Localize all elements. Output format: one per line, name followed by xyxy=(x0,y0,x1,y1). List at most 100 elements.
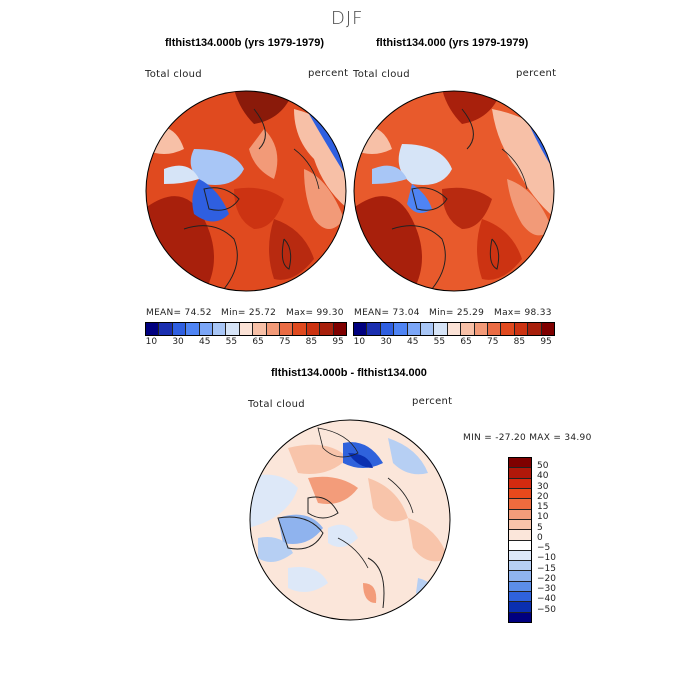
colorbar-tick-label: 30 xyxy=(537,481,549,492)
colorbar-swatch xyxy=(461,323,475,335)
colorbar-tick-label: −10 xyxy=(537,553,556,564)
colorbar-tick-label: −20 xyxy=(537,573,556,584)
colorbar-swatch xyxy=(509,581,531,593)
panel-title-right: flthist134.000 (yrs 1979-1979) xyxy=(376,37,529,49)
colorbar-tick-label: 55 xyxy=(433,337,446,347)
colorbar-swatch xyxy=(434,323,448,335)
colorbar-tick-label: 30 xyxy=(172,337,184,347)
mean-value-right: MEAN= 73.04 xyxy=(354,308,420,318)
colorbar-ticks-difference: 50 40 30 20 15 10 5 0 −5 −10 −15 −20 −30 −40 −50 xyxy=(537,457,577,621)
colorbar-swatch xyxy=(333,323,347,335)
colorbar-tick-label: 75 xyxy=(279,337,291,347)
polar-map-left xyxy=(145,90,347,292)
colorbar-swatch xyxy=(509,478,531,489)
colorbar-swatch xyxy=(509,561,531,572)
colorbar-tick-label: 10 xyxy=(537,512,549,523)
colorbar-swatch xyxy=(172,323,187,335)
colorbar-swatch xyxy=(509,468,531,479)
colorbar-swatch xyxy=(380,323,395,335)
colorbar-swatch xyxy=(509,612,531,622)
difference-title: flthist134.000b - flthist134.000 xyxy=(271,367,427,379)
colorbar-swatch xyxy=(367,323,381,335)
colorbar-tick-label: −15 xyxy=(537,563,556,574)
colorbar-tick-label: 45 xyxy=(407,337,419,347)
colorbar-swatch xyxy=(509,488,531,500)
units-label-left: percent xyxy=(308,68,349,79)
colorbar-swatch xyxy=(306,323,321,335)
colorbar-swatch xyxy=(253,323,267,335)
colorbar-swatch xyxy=(509,530,531,541)
polar-map-right xyxy=(353,90,555,292)
colorbar-tick-label: 85 xyxy=(305,337,318,347)
colorbar-swatch xyxy=(514,323,529,335)
colorbar-swatch xyxy=(447,323,462,335)
colorbar-swatch xyxy=(320,323,334,335)
variable-label-diff: Total cloud xyxy=(248,399,305,410)
panel-title-left: flthist134.000b (yrs 1979-1979) xyxy=(165,37,324,49)
colorbar-tick-label: 95 xyxy=(540,337,552,347)
colorbar-tick-label: 15 xyxy=(537,502,549,513)
colorbar-tick-label: 75 xyxy=(487,337,499,347)
colorbar-swatch xyxy=(509,571,531,582)
colorbar-tick-label: 65 xyxy=(252,337,264,347)
colorbar-tick-label: 55 xyxy=(225,337,238,347)
colorbar-tick-label: 50 xyxy=(537,461,549,472)
variable-label-left: Total cloud xyxy=(145,69,202,80)
colorbar-tick-label: −40 xyxy=(537,594,556,605)
colorbar-swatch xyxy=(394,323,408,335)
colorbar-swatch xyxy=(509,509,531,520)
colorbar-swatch xyxy=(509,499,531,510)
colorbar-swatch xyxy=(509,519,531,531)
colorbar-tick-label: 45 xyxy=(199,337,211,347)
colorbar-swatch xyxy=(407,323,422,335)
colorbar-swatch xyxy=(213,323,227,335)
colorbar-tick-label: −5 xyxy=(537,543,551,554)
colorbar-swatch xyxy=(354,323,368,335)
variable-label-right: Total cloud xyxy=(353,69,410,80)
colorbar-tick-label: 85 xyxy=(513,337,526,347)
diff-minmax: MIN = -27.20 MAX = 34.90 xyxy=(463,433,592,443)
colorbar-ticks-left: 10 30 45 55 65 75 85 95 xyxy=(145,337,345,349)
colorbar-swatch xyxy=(186,323,200,335)
colorbar-swatch xyxy=(159,323,173,335)
colorbar-tick-label: 20 xyxy=(537,491,549,502)
colorbar-tick-label: 30 xyxy=(380,337,392,347)
min-value-right: Min= 25.29 xyxy=(429,308,485,318)
colorbar-swatch xyxy=(509,592,531,603)
colorbar-swatch xyxy=(509,540,531,551)
colorbar-swatch xyxy=(509,602,531,613)
max-value-right: Max= 98.33 xyxy=(494,308,552,318)
colorbar-tick-label: 0 xyxy=(537,532,543,543)
colorbar-swatch xyxy=(146,323,160,335)
colorbar-swatch xyxy=(421,323,435,335)
colorbar-swatch xyxy=(474,323,489,335)
colorbar-right xyxy=(353,322,555,336)
colorbar-swatch xyxy=(293,323,307,335)
units-label-right: percent xyxy=(516,68,557,79)
colorbar-swatch xyxy=(528,323,542,335)
min-value-left: Min= 25.72 xyxy=(221,308,277,318)
polar-map-difference xyxy=(249,419,451,621)
colorbar-tick-label: 65 xyxy=(460,337,472,347)
colorbar-tick-label: 5 xyxy=(537,522,543,533)
colorbar-tick-label: 95 xyxy=(332,337,344,347)
colorbar-tick-label: −30 xyxy=(537,584,556,595)
colorbar-tick-label: 10 xyxy=(353,337,366,347)
units-label-diff: percent xyxy=(412,396,453,407)
colorbar-swatch xyxy=(239,323,254,335)
mean-value-left: MEAN= 74.52 xyxy=(146,308,212,318)
colorbar-swatch xyxy=(266,323,281,335)
colorbar-tick-label: −50 xyxy=(537,604,556,615)
page-title: DJF xyxy=(331,8,364,29)
colorbar-swatch xyxy=(280,323,294,335)
colorbar-swatch xyxy=(509,550,531,562)
colorbar-left xyxy=(145,322,347,336)
colorbar-swatch xyxy=(488,323,502,335)
colorbar-tick-label: 10 xyxy=(145,337,158,347)
colorbar-swatch xyxy=(541,323,555,335)
colorbar-difference xyxy=(508,457,532,623)
colorbar-swatch xyxy=(509,458,531,469)
colorbar-ticks-right: 10 30 45 55 65 75 85 95 xyxy=(353,337,553,349)
max-value-left: Max= 99.30 xyxy=(286,308,344,318)
colorbar-swatch xyxy=(199,323,214,335)
